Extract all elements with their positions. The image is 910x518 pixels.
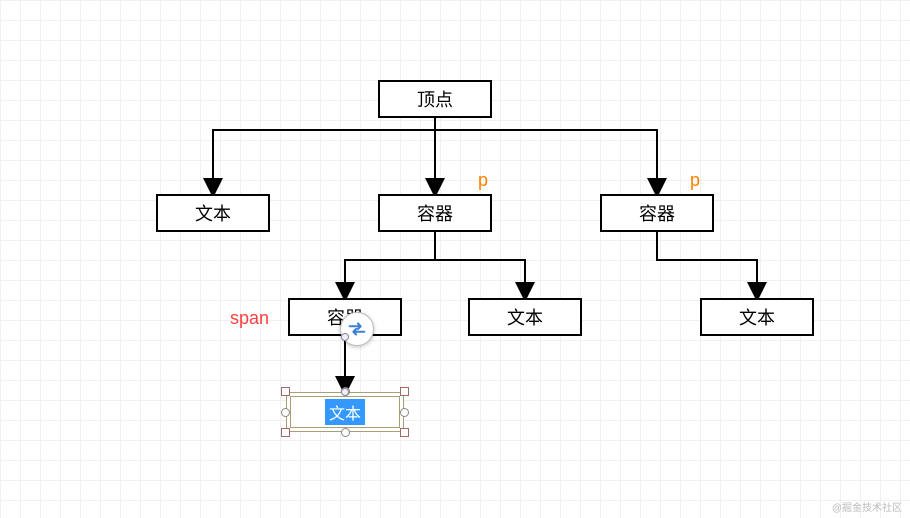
- annotation-p-1: p: [478, 170, 488, 191]
- node-label: 文本: [507, 304, 543, 330]
- node-label: 顶点: [417, 86, 453, 112]
- edge: [435, 118, 657, 194]
- resize-handle-e[interactable]: [400, 408, 409, 417]
- node-label: 文本: [195, 200, 231, 226]
- node-container-middle[interactable]: 容器: [378, 194, 492, 232]
- annotation-span: span: [230, 308, 269, 329]
- resize-handle-w[interactable]: [281, 408, 290, 417]
- resize-handle-nw[interactable]: [281, 387, 290, 396]
- resize-handle-se[interactable]: [400, 428, 409, 437]
- node-root[interactable]: 顶点: [378, 80, 492, 118]
- watermark: @掘金技术社区: [832, 499, 902, 514]
- cycle-arrows-svg: [346, 318, 368, 340]
- node-label: 容器: [639, 200, 675, 226]
- edge: [435, 232, 525, 298]
- node-container-right[interactable]: 容器: [600, 194, 714, 232]
- node-text-mid[interactable]: 文本: [468, 298, 582, 336]
- edge-endpoint-dot[interactable]: [341, 388, 349, 396]
- edge: [657, 232, 757, 298]
- node-text-right[interactable]: 文本: [700, 298, 814, 336]
- node-label: 文本: [739, 304, 775, 330]
- node-label: 容器: [417, 200, 453, 226]
- resize-handle-sw[interactable]: [281, 428, 290, 437]
- edge: [345, 232, 435, 298]
- node-text-left[interactable]: 文本: [156, 194, 270, 232]
- resize-handle-s[interactable]: [341, 428, 350, 437]
- edge-endpoint-dot[interactable]: [341, 333, 349, 341]
- edges-layer: [0, 0, 910, 518]
- node-text-selected[interactable]: 文本: [286, 392, 404, 432]
- resize-handle-ne[interactable]: [400, 387, 409, 396]
- node-label: 文本: [325, 399, 365, 425]
- annotation-p-2: p: [690, 170, 700, 191]
- edge: [213, 118, 435, 194]
